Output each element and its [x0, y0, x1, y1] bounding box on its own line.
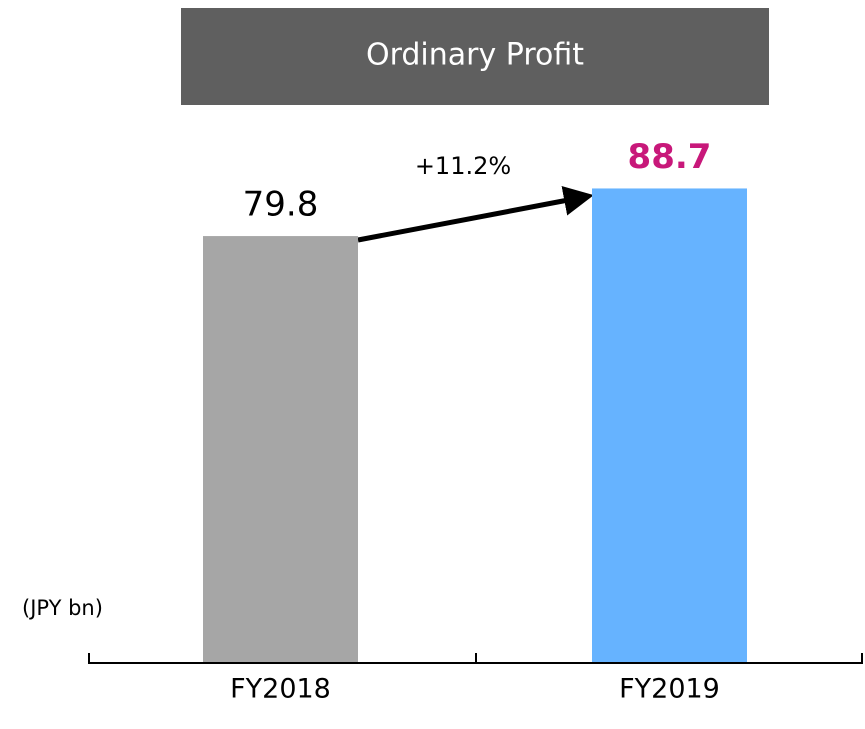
- x-axis: [88, 653, 863, 664]
- annotation: +11.2%: [415, 152, 511, 180]
- growth-arrow: [357, 186, 594, 243]
- title-box: [181, 8, 769, 105]
- chart-title: Ordinary Profit: [366, 38, 584, 73]
- value-label: 88.7: [628, 137, 712, 177]
- x-tick-label: FY2019: [619, 674, 720, 705]
- bar: [592, 188, 747, 663]
- unit-label: (JPY bn): [22, 596, 103, 620]
- value-label: 79.8: [243, 185, 319, 225]
- x-tick-label: FY2018: [230, 674, 331, 705]
- bar: [203, 236, 358, 663]
